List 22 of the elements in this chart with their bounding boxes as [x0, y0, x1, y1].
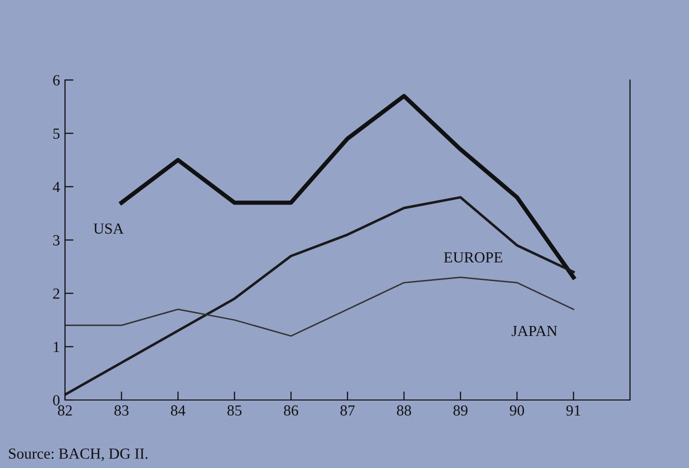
y-tick-label: 2: [53, 288, 60, 299]
line-series: [65, 276, 574, 337]
x-tick-label: 83: [114, 405, 129, 416]
x-tick-label: 91: [566, 405, 580, 416]
x-tick-label: 90: [510, 405, 524, 416]
y-tick-label: 1: [54, 342, 60, 352]
y-tick-label: 5: [53, 128, 60, 139]
x-tick-label: 86: [284, 405, 298, 416]
y-tick-label: 3: [53, 235, 60, 246]
x-tick-label: 87: [340, 405, 355, 416]
x-tick-label: 85: [227, 405, 242, 416]
x-tick-label: 89: [453, 405, 468, 416]
series-label: EUROPE: [444, 252, 502, 263]
y-tick-label: 0: [53, 395, 60, 406]
y-tick-label: 6: [53, 75, 60, 86]
x-tick-label: 84: [170, 405, 186, 416]
y-tick-label: 4: [52, 182, 60, 192]
x-tick-label: 82: [58, 405, 72, 416]
series-label: USA: [94, 223, 124, 234]
x-tick-label: 88: [396, 405, 412, 416]
source-note: Source: BACH, DG II.: [9, 448, 148, 461]
series-label: JAPAN: [512, 326, 558, 336]
